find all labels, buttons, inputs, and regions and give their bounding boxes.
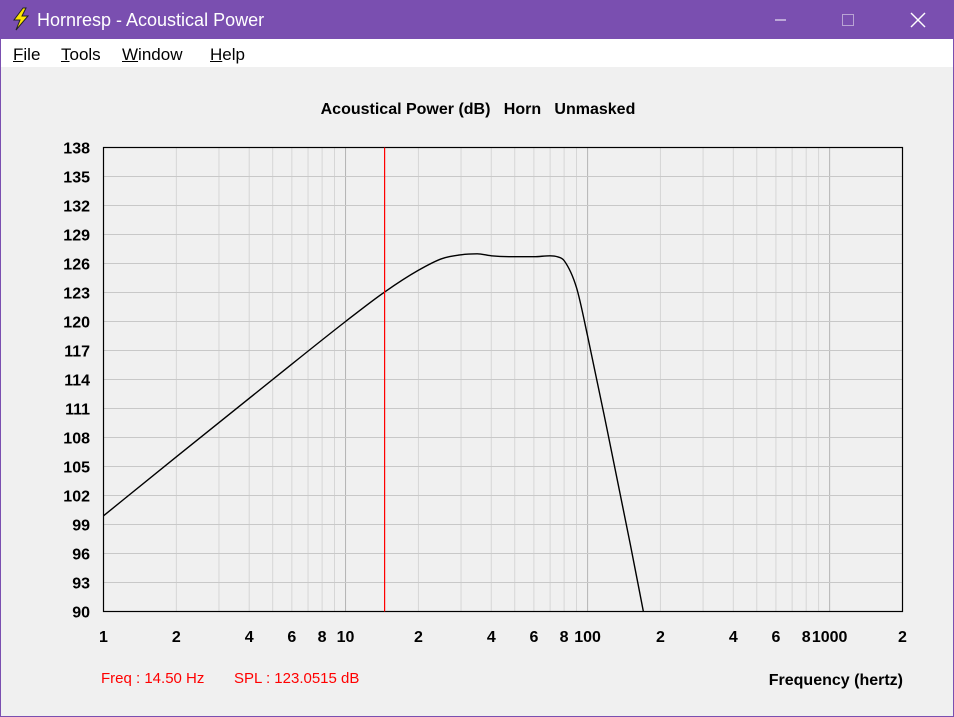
maximize-button[interactable] (825, 1, 871, 39)
menu-file-mnemonic: F (13, 45, 24, 64)
menu-tools-mnemonic: T (61, 45, 70, 64)
maximize-icon (842, 14, 854, 26)
minimize-button[interactable] (757, 1, 803, 39)
menu-help-mnemonic: H (210, 45, 223, 64)
lightning-bolt-icon (13, 7, 30, 31)
menu-help-label: elp (222, 45, 245, 64)
menu-window[interactable]: Window (122, 45, 182, 65)
menu-tools[interactable]: Tools (61, 45, 101, 65)
menu-help[interactable]: Help (210, 45, 245, 65)
window-title: Hornresp - Acoustical Power (37, 10, 265, 30)
menu-window-mnemonic: W (122, 45, 139, 64)
status-freq: Freq : 14.50 Hz (101, 670, 205, 687)
menu-bar: File Tools Window Help (1, 39, 953, 67)
status-spl: SPL : 123.0515 dB (234, 670, 360, 687)
title-bar[interactable]: Hornresp - Acoustical Power (1, 1, 953, 39)
close-icon (910, 12, 926, 28)
menu-file[interactable]: File (13, 45, 40, 65)
close-button[interactable] (895, 1, 941, 39)
minimize-icon (775, 19, 786, 21)
menu-file-label: ile (23, 45, 41, 64)
chart-area (1, 67, 953, 716)
menu-window-label: indow (138, 45, 183, 64)
menu-tools-label: ools (69, 45, 101, 64)
